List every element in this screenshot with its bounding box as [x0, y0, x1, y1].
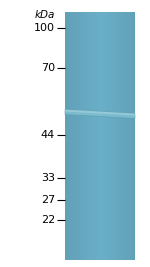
Bar [117, 12, 119, 260]
Bar [65, 12, 135, 260]
Bar [84, 12, 86, 260]
Text: 70: 70 [41, 63, 55, 73]
Bar [96, 12, 98, 260]
Bar [86, 12, 88, 260]
Bar [100, 12, 102, 260]
Bar [105, 12, 107, 260]
Text: 22: 22 [41, 215, 55, 225]
Bar [132, 12, 133, 260]
Bar [121, 12, 123, 260]
Bar [79, 12, 81, 260]
Bar [114, 12, 116, 260]
Text: 33: 33 [41, 173, 55, 183]
Bar [128, 12, 130, 260]
Bar [112, 12, 114, 260]
Bar [91, 12, 93, 260]
Text: 44: 44 [41, 130, 55, 140]
Bar [119, 12, 121, 260]
Bar [111, 12, 112, 260]
Bar [126, 12, 128, 260]
Bar [116, 12, 117, 260]
Bar [123, 12, 124, 260]
Bar [102, 12, 103, 260]
Bar [81, 12, 82, 260]
Bar [93, 12, 95, 260]
Bar [109, 12, 111, 260]
Bar [72, 12, 74, 260]
Bar [95, 12, 96, 260]
Bar [77, 12, 79, 260]
Bar [124, 12, 126, 260]
Bar [65, 12, 67, 260]
Bar [88, 12, 90, 260]
Text: kDa: kDa [35, 10, 55, 20]
Bar [130, 12, 132, 260]
Bar [98, 12, 100, 260]
Bar [107, 12, 109, 260]
Bar [90, 12, 91, 260]
Bar [75, 12, 77, 260]
Bar [67, 12, 69, 260]
Text: 27: 27 [41, 195, 55, 205]
Bar [74, 12, 75, 260]
Polygon shape [65, 109, 135, 116]
Text: 100: 100 [34, 23, 55, 33]
Bar [103, 12, 105, 260]
Bar [69, 12, 70, 260]
Bar [133, 12, 135, 260]
Bar [70, 12, 72, 260]
Polygon shape [65, 109, 135, 119]
Bar [82, 12, 84, 260]
